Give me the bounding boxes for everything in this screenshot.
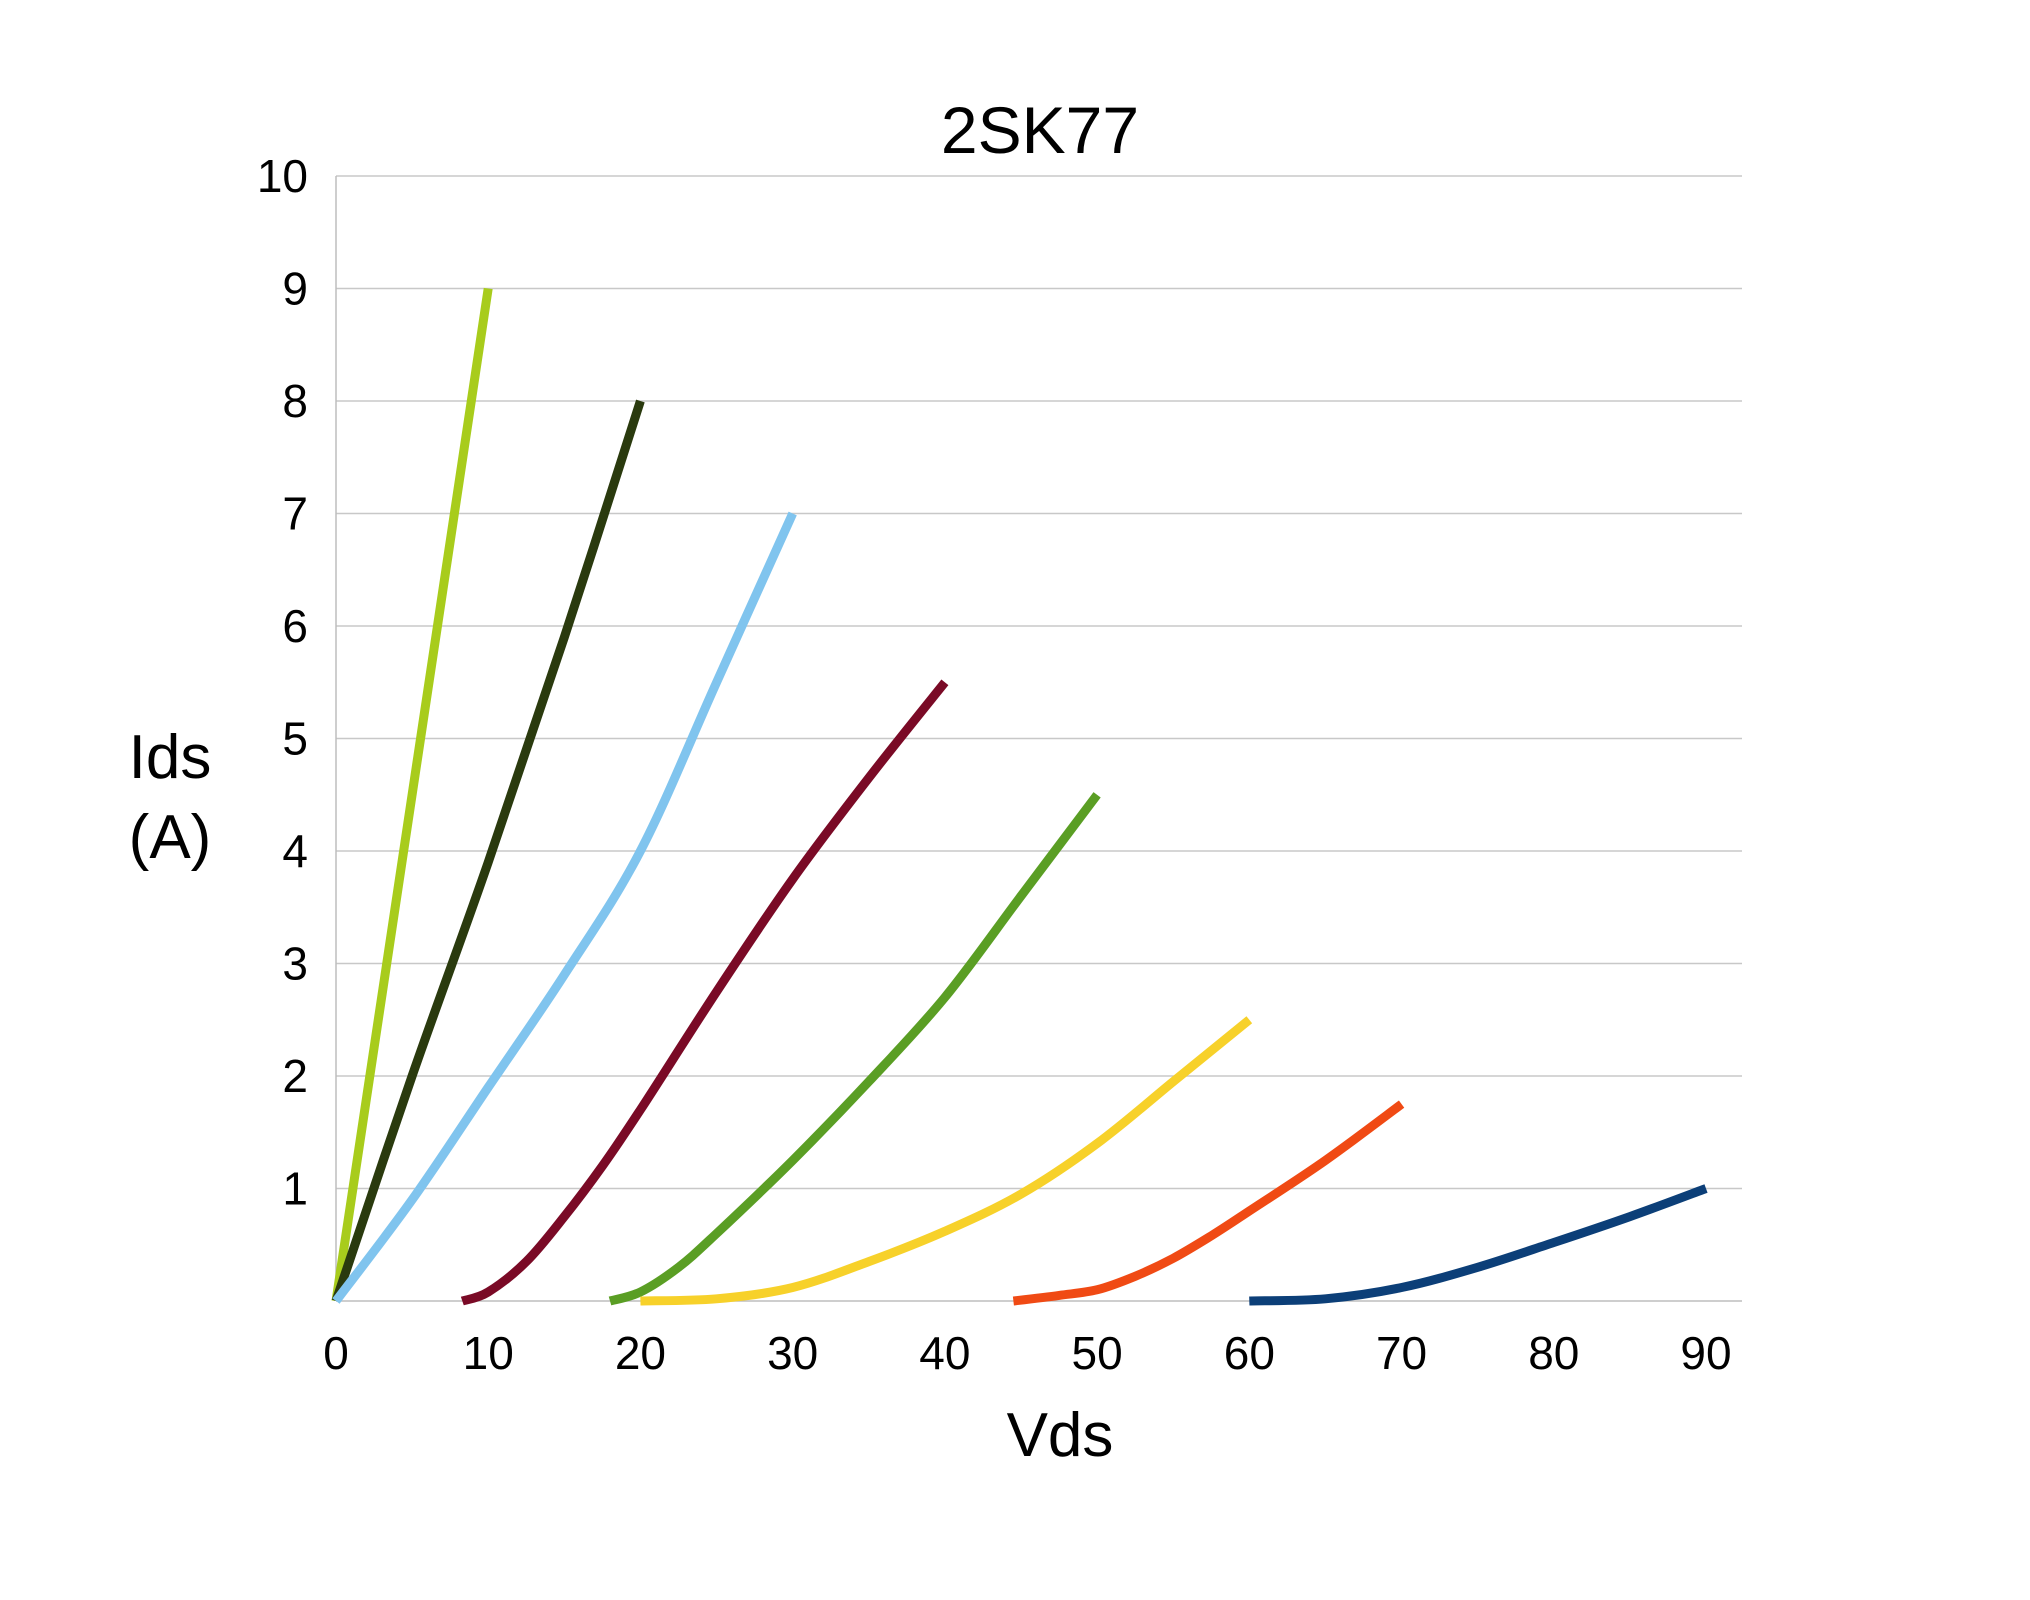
x-tick-label-60: 60 <box>1224 1327 1275 1379</box>
y-tick-label-4: 4 <box>282 825 308 877</box>
series-line-7 <box>1012 1100 1405 1306</box>
x-tick-label-10: 10 <box>463 1327 514 1379</box>
x-tick-label-70: 70 <box>1376 1327 1427 1379</box>
x-tick-label-20: 20 <box>615 1327 666 1379</box>
series-line-4 <box>460 679 949 1306</box>
x-tick-labels: 0 10 20 30 40 50 60 70 80 90 <box>323 1327 1731 1379</box>
y-tick-label-8: 8 <box>282 375 308 427</box>
y-axis-label: Ids (A) <box>90 718 250 878</box>
x-tick-label-50: 50 <box>1072 1327 1123 1379</box>
series-line-5 <box>608 792 1101 1306</box>
y-tick-label-6: 6 <box>282 600 308 652</box>
x-tick-label-90: 90 <box>1680 1327 1731 1379</box>
x-tick-label-80: 80 <box>1528 1327 1579 1379</box>
x-axis-label: Vds <box>1006 1401 1114 1470</box>
series-line-2 <box>331 399 645 1303</box>
x-tick-label-40: 40 <box>919 1327 970 1379</box>
y-tick-label-3: 3 <box>282 938 308 990</box>
x-tick-label-30: 30 <box>767 1327 818 1379</box>
y-tick-label-10: 10 <box>257 150 308 202</box>
y-tick-label-5: 5 <box>282 713 308 765</box>
y-axis-label-line-1: Ids <box>128 723 212 792</box>
y-axis-label-line-2: (A) <box>128 803 212 872</box>
y-tick-label-2: 2 <box>282 1050 308 1102</box>
x-tick-label-0: 0 <box>323 1327 349 1379</box>
series-line-3 <box>332 511 797 1304</box>
series-lines <box>331 287 1708 1306</box>
y-tick-label-9: 9 <box>282 263 308 315</box>
series-line-1 <box>331 287 493 1302</box>
series-line-8 <box>1249 1184 1708 1306</box>
y-tick-labels: 1 2 3 4 5 6 7 8 9 10 <box>257 150 308 1215</box>
y-tick-label-1: 1 <box>282 1163 308 1215</box>
series-line-6 <box>640 1016 1253 1306</box>
y-tick-label-7: 7 <box>282 488 308 540</box>
chart-title: 2SK77 <box>940 93 1140 167</box>
